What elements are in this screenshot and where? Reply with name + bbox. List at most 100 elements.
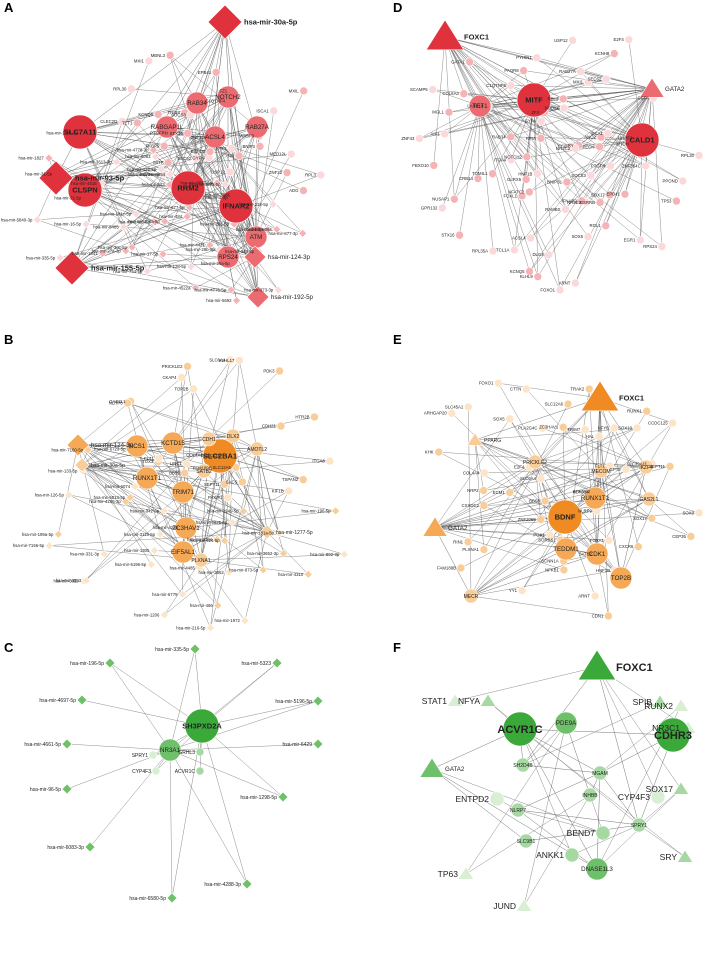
node-sox17 — [672, 781, 690, 795]
edge — [232, 360, 240, 437]
node-label-hsa-mir-1827: hsa-mir-1827 — [18, 156, 44, 161]
edge — [60, 257, 259, 298]
node-label-hsa-mir-4288-3p: hsa-mir-4288-3p — [204, 882, 241, 888]
edge — [81, 464, 336, 512]
node-gpr132 — [438, 203, 447, 213]
node-hsa-mir-6837-5p — [212, 178, 222, 188]
hub-label-dlx2: DLX2 — [227, 434, 240, 440]
node-label-sox17: SOX17 — [591, 192, 605, 197]
node-nfatc2 — [525, 187, 534, 197]
edge — [81, 464, 165, 512]
node-label-bnip3l: BNIP3L — [547, 179, 562, 184]
node-label-top2b: TOP2B — [174, 386, 188, 391]
edge — [81, 699, 203, 727]
hub-inhbb — [582, 787, 598, 803]
edge — [79, 102, 198, 133]
node-label-ccdc125: CCDC125 — [648, 420, 668, 425]
node-label-ecm1: ECM1 — [493, 490, 506, 495]
node-label-hsa-mir-6083: hsa-mir-6083 — [125, 154, 151, 159]
node-hsa-mir-181a-5p — [274, 528, 284, 538]
edge — [131, 88, 229, 98]
node-hsa-mir-877-3p — [298, 228, 308, 238]
node-sacs — [238, 477, 247, 487]
node-usp12 — [568, 36, 577, 45]
edge — [474, 439, 652, 519]
node-label-isca1: ISCA1 — [256, 108, 269, 113]
edge — [166, 126, 321, 176]
node-label-nlrp9: NLRP9 — [578, 508, 592, 513]
node-label-hsa-mir-27a-3p: hsa-mir-27a-3p — [92, 248, 122, 253]
node-label-tomil1: TOMIL1 — [472, 171, 488, 176]
hub-label-plxna1: PLXNA1 — [191, 558, 210, 564]
hub-foxc1 — [577, 649, 617, 681]
node-label-spry1: SPRY1 — [132, 753, 149, 759]
edge — [638, 788, 682, 826]
node-label-isca1: ISCA1 — [590, 131, 603, 136]
edge — [565, 498, 650, 550]
hub-label-nr3a1: NR3A1 — [160, 747, 181, 754]
node-label-pech: PECH — [583, 144, 595, 149]
node-kif1b — [284, 486, 294, 496]
node-label-hsa-mir-5323: hsa-mir-5323 — [242, 661, 272, 667]
edge — [203, 470, 268, 533]
node-hsa-mir-342-3p — [159, 506, 169, 516]
node-label-hsa-mir-4310: hsa-mir-4310 — [278, 572, 304, 577]
edge — [599, 397, 639, 547]
node-label-hsa-mir-5196-5p: hsa-mir-5196-5p — [275, 699, 312, 705]
node-label-runx1: RUNX1 — [627, 409, 642, 414]
hub-label-acvr1c: ACVR1C — [497, 724, 542, 736]
node-usp12 — [225, 167, 235, 177]
edge — [169, 662, 278, 751]
edge — [479, 105, 527, 157]
node-label-hsa-mir-3652-3p: hsa-mir-3652-3p — [247, 551, 279, 556]
node-label-hsa-mir-3118-5p: hsa-mir-3118-5p — [124, 532, 156, 537]
edge — [131, 21, 226, 248]
node-layer — [422, 378, 704, 621]
node-ankk1 — [564, 847, 580, 863]
node-arhgap20 — [447, 408, 457, 418]
edge — [510, 88, 653, 138]
node-label-entpd2: ENTPD2 — [455, 794, 489, 804]
edge — [484, 466, 647, 474]
hub-cdh1 — [201, 431, 217, 447]
edge — [166, 126, 304, 191]
edge — [434, 436, 600, 529]
node-label-hsa-mir-235-5p: hsa-mir-235-5p — [200, 222, 230, 227]
hub-label-teddm1: TEDDM1 — [553, 546, 579, 553]
edge — [195, 256, 256, 288]
node-acvr1c — [195, 766, 205, 776]
node-label-kcnh8: KCNH8 — [595, 51, 610, 56]
node-layer — [32, 4, 326, 309]
node-label-rpia: RPIA — [526, 136, 536, 141]
node-hsa-mir-4310 — [303, 569, 313, 579]
hub-label-mgam: MGAM — [592, 771, 608, 777]
node-col6a3 — [459, 89, 469, 99]
hub-hsa-mir-124-3p — [243, 245, 267, 269]
node-label-hsa-mir-6083-3p: hsa-mir-6083-3p — [47, 845, 84, 851]
node-layer — [415, 19, 704, 295]
node-label-slc39a11: SLC39A11 — [627, 461, 648, 466]
node-label-col4a4: COL4A4 — [463, 470, 480, 475]
node-c1qtnf6 — [506, 81, 516, 90]
edge — [544, 470, 602, 502]
edge — [434, 527, 550, 536]
node-tet1 — [133, 118, 142, 128]
node-hsa-mir-5692 — [232, 296, 242, 305]
node-label-znf2068: ZNF2068 — [518, 517, 537, 522]
node-label-hsa-mir-6429: hsa-mir-6429 — [283, 742, 313, 748]
edge — [648, 498, 692, 537]
hub-top2b — [609, 566, 633, 590]
edge — [182, 490, 289, 553]
node-foxl1 — [517, 191, 527, 201]
node-hsa-mir-27a-3p — [121, 246, 131, 256]
node-label-bend7: BEND7 — [567, 828, 596, 838]
edge — [529, 88, 653, 272]
node-hsa-mir-484 — [182, 212, 192, 222]
node-label-pdk3: PDK3 — [263, 369, 275, 374]
hub-label-top2b: TOP2B — [611, 575, 631, 582]
node-label-slc6a4: SLC6A4 — [209, 358, 226, 363]
edge — [444, 36, 455, 200]
node-paxip1 — [223, 493, 233, 502]
node-mxi1 — [144, 56, 154, 66]
